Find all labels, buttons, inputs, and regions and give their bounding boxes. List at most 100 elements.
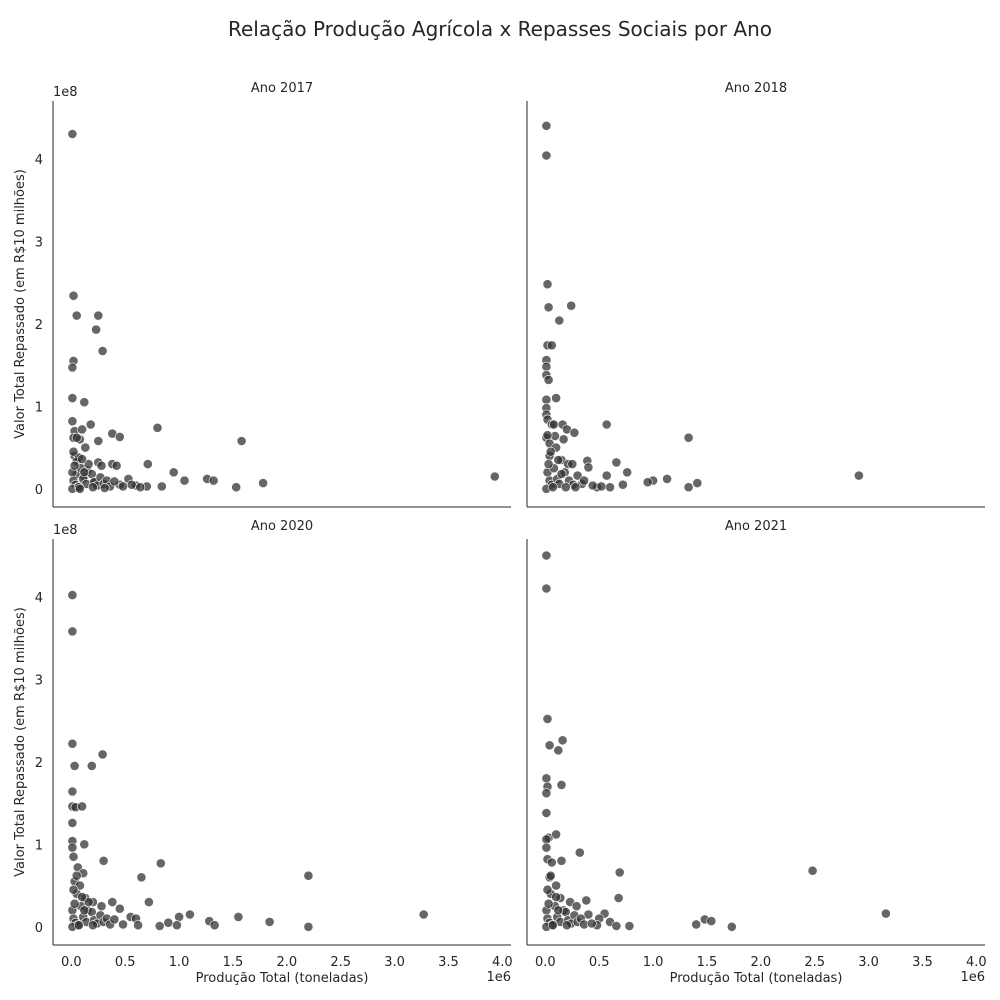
scatter-point — [97, 346, 108, 356]
scatter-point — [85, 419, 96, 430]
scatter-point — [79, 467, 90, 478]
panel-title: Ano 2020 — [251, 519, 313, 534]
scatter-point — [542, 884, 553, 895]
scatter-point — [136, 872, 147, 883]
scatter-point — [67, 129, 78, 139]
y-tick-label: 2 — [35, 756, 43, 771]
y-tick-label: 4 — [35, 153, 43, 168]
scatter-point — [611, 921, 622, 931]
scatter-points — [67, 129, 500, 494]
scatter-point — [545, 446, 556, 457]
scatter-point — [171, 920, 182, 931]
panel-3: Ano 2020 0 1 2 3 4 1e8 Valor Total Repassado (e… — [13, 519, 513, 986]
scatter-point — [418, 909, 429, 920]
scatter-point — [546, 340, 557, 351]
x-tick-label: 2.0 — [277, 955, 298, 970]
x-tick-label: 0.5 — [589, 955, 610, 970]
scatter-point — [67, 362, 78, 373]
scatter-point — [556, 780, 567, 790]
x-tick-label: 2.5 — [804, 955, 825, 970]
scatter-point — [807, 865, 818, 876]
scatter-point — [118, 481, 128, 492]
scatter-point — [541, 150, 552, 161]
scatter-point — [566, 300, 577, 311]
scatter-point — [91, 324, 101, 335]
scatter-point — [68, 446, 79, 457]
x-tick-label: 3.0 — [384, 955, 405, 970]
panel-title: Ano 2018 — [725, 81, 787, 96]
scatter-point — [111, 460, 122, 471]
scatter-point — [179, 475, 190, 486]
scatter-point — [554, 315, 565, 326]
scatter-point — [572, 470, 583, 481]
y-tick-label: 0 — [35, 921, 43, 936]
scatter-point — [142, 459, 153, 469]
scatter-point — [93, 436, 104, 446]
x-tick-label: 2.5 — [330, 955, 351, 970]
scatter-point — [79, 905, 90, 916]
y-tick-label: 4 — [35, 591, 43, 606]
scatter-point — [67, 818, 78, 828]
scatter-point — [114, 903, 125, 914]
scatter-point — [156, 481, 167, 492]
scatter-point — [264, 917, 275, 927]
scatter-point — [77, 892, 87, 902]
x-tick-label: 0.5 — [115, 955, 136, 970]
scatter-point — [88, 482, 98, 493]
scatter-point — [168, 467, 179, 478]
scatter-point — [96, 460, 107, 471]
scatter-point — [605, 482, 615, 493]
scatter-point — [77, 454, 87, 464]
scatter-point — [67, 590, 78, 600]
scatter-point — [133, 920, 143, 931]
scatter-point — [542, 714, 553, 724]
scatter-point — [581, 895, 592, 906]
scatter-point — [75, 483, 85, 494]
x-tick-label: 3.5 — [438, 955, 459, 970]
y-tick-label: 1 — [35, 838, 43, 853]
scatter-point — [71, 432, 82, 443]
scatter-point — [549, 419, 559, 430]
scatter-point — [67, 416, 78, 427]
scatter-point — [583, 909, 594, 920]
x-tick-label: 2.0 — [751, 955, 772, 970]
scatter-point — [541, 834, 552, 845]
scatter-point — [545, 870, 556, 881]
scatter-point — [881, 908, 891, 919]
scatter-point — [583, 462, 594, 473]
panel-1: Ano 2017 0 1 2 3 4 1e8 Valor Total Repassado (e… — [13, 81, 511, 508]
scatter-point — [67, 393, 78, 403]
panel-title: Ano 2021 — [725, 519, 787, 534]
scatter-point — [80, 442, 91, 453]
scatter-point — [68, 290, 79, 301]
x-tick-label: 1.0 — [169, 955, 190, 970]
scatter-point — [233, 912, 244, 922]
scatter-point — [67, 786, 78, 797]
scatter-point — [71, 310, 82, 321]
scatter-point — [135, 482, 146, 493]
scatter-point — [74, 920, 84, 931]
scatter-point — [541, 583, 552, 594]
scatter-point — [79, 397, 90, 408]
scatter-point — [622, 467, 633, 478]
scatter-point — [98, 855, 109, 866]
scatter-point — [546, 857, 557, 868]
x-tick-label: 1.0 — [643, 955, 664, 970]
scatter-points — [541, 550, 891, 932]
scatter-point — [553, 905, 564, 916]
scatter-point — [662, 473, 672, 484]
scatter-point — [569, 427, 580, 438]
scatter-point — [208, 475, 219, 486]
scatter-point — [69, 761, 80, 771]
scatter-point — [624, 921, 635, 931]
x-offset-label: 1e6 — [960, 970, 985, 985]
scatter-point — [155, 858, 166, 869]
x-tick-label: 3.0 — [858, 955, 879, 970]
x-tick-label: 4.0 — [966, 955, 987, 970]
panel-2: Ano 2018 — [526, 81, 985, 508]
x-axis-label: Produção Total (toneladas) — [670, 971, 843, 986]
scatter-point — [541, 394, 552, 405]
x-tick-label: 1.5 — [697, 955, 718, 970]
scatter-point — [67, 626, 78, 637]
